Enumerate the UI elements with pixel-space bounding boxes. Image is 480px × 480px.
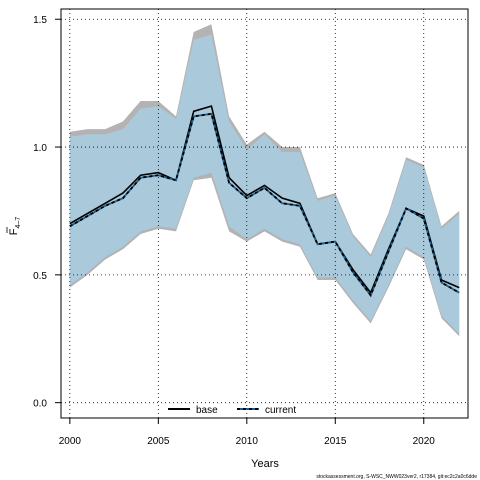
grid bbox=[61, 9, 468, 418]
footer-note: stockassessment.org, S-WSC_NWW023ver2, r… bbox=[316, 474, 477, 480]
y-tick-label-0: 0.0 bbox=[33, 399, 47, 410]
line-current bbox=[69, 112, 460, 298]
svg-text:F4–7: F4–7 bbox=[8, 217, 22, 236]
y-axis-label-main: F bbox=[8, 228, 20, 235]
y-tick-label-3: 1.5 bbox=[33, 15, 47, 26]
x-tick-label-2015: 2015 bbox=[324, 436, 347, 447]
x-tick-label-2005: 2005 bbox=[147, 436, 170, 447]
y-axis-label-sub: 4–7 bbox=[15, 217, 22, 229]
y-axis-label: F4–7 bbox=[6, 217, 22, 236]
legend-label-current: current bbox=[265, 405, 296, 416]
legend-label-base: base bbox=[196, 405, 218, 416]
x-tick-label-2010: 2010 bbox=[236, 436, 259, 447]
series-lines bbox=[69, 105, 460, 298]
x-axis: 2000 2005 2010 2015 2020 bbox=[59, 418, 436, 447]
x-tick-label-2000: 2000 bbox=[59, 436, 82, 447]
confidence-bands bbox=[69, 24, 460, 337]
band-current bbox=[69, 34, 460, 334]
x-axis-label: Years bbox=[251, 458, 279, 470]
y-tick-label-2: 1.0 bbox=[33, 143, 47, 154]
plot-frame bbox=[60, 8, 469, 419]
x-tick-label-2020: 2020 bbox=[413, 436, 436, 447]
y-tick-label-1: 0.5 bbox=[33, 271, 47, 282]
y-axis: 0.0 0.5 1.0 1.5 bbox=[33, 15, 61, 410]
legend: base current bbox=[168, 405, 296, 416]
